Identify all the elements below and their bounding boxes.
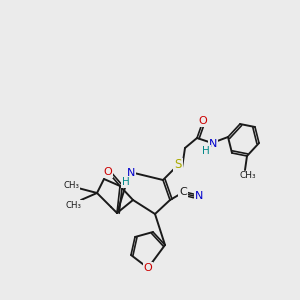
Text: C: C — [179, 187, 187, 197]
Text: N: N — [209, 139, 217, 149]
Text: CH₃: CH₃ — [63, 181, 79, 190]
Text: O: O — [144, 263, 152, 273]
Text: H: H — [122, 177, 130, 187]
Text: O: O — [103, 167, 112, 177]
Text: N: N — [195, 191, 203, 201]
Text: O: O — [199, 116, 207, 126]
Text: N: N — [127, 168, 135, 178]
Text: CH₃: CH₃ — [240, 172, 256, 181]
Text: CH₃: CH₃ — [66, 200, 82, 209]
Text: S: S — [174, 158, 182, 172]
Text: H: H — [202, 146, 210, 156]
